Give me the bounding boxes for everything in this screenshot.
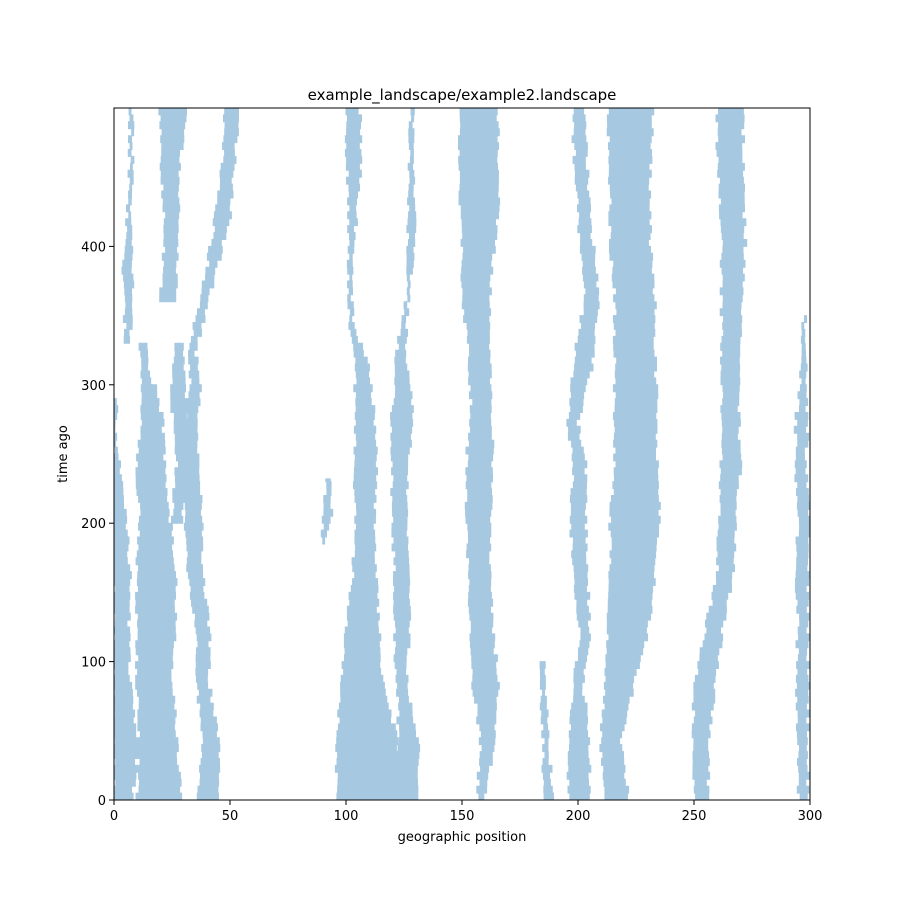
band-4 (139, 384, 183, 801)
y-axis: 0 100 200 300 400 (81, 240, 114, 809)
x-tick-label: 300 (798, 809, 823, 824)
band-5 (158, 107, 187, 303)
chart-title: example_landscape/example2.landscape (308, 86, 617, 105)
band-11 (458, 107, 501, 801)
band-16 (793, 315, 811, 801)
y-axis-label: time ago (56, 425, 71, 483)
x-tick-label: 150 (450, 809, 475, 824)
band-14 (599, 107, 661, 801)
plot-area (113, 107, 811, 801)
band-9 (334, 107, 402, 801)
x-tick-label: 200 (566, 809, 591, 824)
y-tick-label: 300 (81, 379, 106, 394)
band-2 (121, 107, 135, 344)
x-tick-label: 0 (110, 809, 118, 824)
x-axis: 0 50 100 150 200 250 300 (110, 800, 823, 824)
band-10 (385, 107, 421, 801)
y-tick-label: 200 (81, 517, 106, 532)
band-1 (113, 398, 140, 801)
band-7 (182, 107, 239, 801)
y-tick-label: 0 (98, 794, 106, 809)
y-tick-label: 400 (81, 240, 106, 255)
band-13 (566, 107, 600, 801)
y-tick-label: 100 (81, 656, 106, 671)
x-tick-label: 250 (682, 809, 707, 824)
x-tick-label: 100 (334, 809, 359, 824)
band-12 (539, 661, 554, 801)
band-8 (320, 478, 334, 545)
data-bands (113, 107, 811, 801)
band-15 (691, 107, 748, 801)
x-axis-label: geographic position (398, 830, 527, 845)
x-tick-label: 50 (222, 809, 239, 824)
